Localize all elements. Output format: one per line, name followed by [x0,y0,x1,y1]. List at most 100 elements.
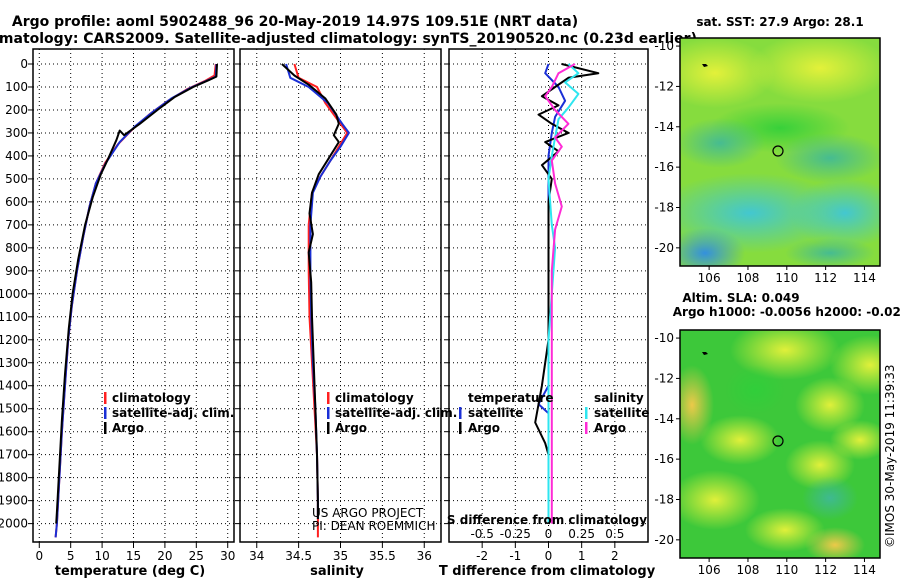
depth-tick-label: 100 [5,80,28,94]
series-line-argo [55,63,218,524]
latitude-tick-label: -12 [654,79,674,93]
depth-tick-label: 2000 [0,517,28,531]
salinity-grid [235,49,441,548]
x-tick-label: 10 [94,549,109,563]
depth-tick-label: 900 [5,264,28,278]
salinity-axis-label: salinity [310,564,364,579]
temperature-grid [28,49,234,548]
series-line-satellite-adj-clim- [54,63,218,538]
difference-series [534,63,600,524]
sst-latitude-tick-labels: -10 -12 -14 -16 -18 -20 [654,39,680,255]
x-tick-label: 20 [157,549,172,563]
difference-grid [444,49,648,548]
legend-swatch-s-satellite [585,407,588,419]
project-annotation-line-2: PI: DEAN ROEMMICH [312,519,435,533]
series-line-argo [281,63,340,519]
depth-tick-label: 1800 [0,471,28,485]
latitude-tick-label: -16 [654,452,674,466]
temperature-tick-labels: 0 5 10 15 20 25 30 [35,549,235,563]
depth-tick-label: 300 [5,126,28,140]
depth-tick-label: 1400 [0,379,28,393]
legend-label-s-satellite: satellite [594,406,649,420]
depth-tick-label: 200 [5,103,28,117]
legend-swatch-satellite [104,407,107,419]
legend-swatch-argo [104,422,107,434]
depth-tick-label: 1300 [0,356,28,370]
x-tick-label: 34.5 [285,549,312,563]
legend-swatch-satellite [327,407,330,419]
sla-heatmap [680,330,880,558]
imos-timestamp: ©IMOS 30-May-2019 11:39:33 [883,364,897,548]
depth-tick-label: 1900 [0,494,28,508]
sla-longitude-tick-labels: 106 108 110 112 114 [698,558,876,577]
sst-heatmap [680,38,880,266]
depth-tick-label: 400 [5,149,28,163]
depth-tick-label: 500 [5,172,28,186]
longitude-tick-label: 112 [814,563,837,577]
x-tick-label: -1 [509,549,521,563]
x-tick-label: 1 [578,549,586,563]
s-difference-tick-label: -0.5 [470,527,493,541]
project-annotation-line-1: US ARGO PROJECT [312,506,424,520]
depth-tick-label: 800 [5,241,28,255]
x-tick-label: 34 [249,549,264,563]
legend-label-satellite: satellite-adj. clim. [112,406,234,420]
series-line-climatology [293,63,349,538]
legend-label-argo: Argo [112,421,144,435]
temperature-frame [32,48,235,543]
t-difference-tick-labels: -2 -1 0 1 2 [476,549,618,563]
temperature-series [54,63,218,538]
latitude-tick-label: -18 [654,492,674,506]
x-tick-label: 30 [220,549,235,563]
sst-map-argo-marker [772,145,784,157]
x-tick-label: -2 [476,549,488,563]
x-tick-label: 0 [35,549,43,563]
x-tick-label: 36 [417,549,432,563]
sla-map-title-line-2: Argo h1000: -0.0056 h2000: -0.028 [673,305,900,319]
difference-panel: -2 -1 0 1 2 -0.5 -0.25 0 0.25 0.5 S difference f… [439,48,656,579]
s-difference-tick-label: 0 [545,527,553,541]
longitude-tick-label: 114 [853,563,876,577]
salinity-panel: 34 34.5 35 35.5 36 salinity climatology sate… [235,48,457,579]
legend-title-temperature: temperature [468,391,553,405]
t-difference-axis-label: T difference from climatology [439,564,656,579]
legend-label-satellite: satellite-adj. clim. [335,406,457,420]
legend-title-salinity: salinity [594,391,644,405]
sla-map-title-line-1: Altim. SLA: 0.049 [682,291,799,305]
latitude-tick-label: -16 [654,160,674,174]
header-line-2: Climatology: CARS2009. Satellite-adjuste… [0,31,697,47]
sst-longitude-tick-labels: 106 108 110 112 114 [698,266,876,285]
temperature-legend: climatology satellite-adj. clim. Argo [104,391,234,435]
latitude-tick-label: -14 [654,412,674,426]
depth-tick-label: 1000 [0,287,28,301]
sst-map-title: sat. SST: 27.9 Argo: 28.1 [696,15,863,29]
longitude-tick-label: 106 [698,271,721,285]
s-difference-tick-label: 0.5 [605,527,624,541]
x-tick-label: 35.5 [369,549,396,563]
depth-tick-label: 1700 [0,448,28,462]
latitude-tick-label: -10 [654,39,674,53]
s-difference-tick-labels: -0.5 -0.25 0 0.25 0.5 [470,527,624,541]
depth-tick-label: 1100 [0,310,28,324]
depth-tick-label: 700 [5,218,28,232]
sla-latitude-tick-labels: -10 -12 -14 -16 -18 -20 [654,331,680,547]
sla-map-panel: Altim. SLA: 0.049 Argo h1000: -0.0056 h2… [654,291,900,577]
legend-label-climatology: climatology [112,391,191,405]
depth-tick-label: 1500 [0,402,28,416]
temperature-panel: 0100200300400500600700800900100011001200… [0,48,235,579]
latitude-tick-label: -10 [654,331,674,345]
legend-label-t-satellite: satellite [468,406,523,420]
series-line-s-argo [544,63,576,524]
latitude-tick-label: -20 [654,241,674,255]
x-tick-label: 5 [67,549,75,563]
series-line-s-satellite [547,63,580,524]
legend-label-argo: Argo [335,421,367,435]
s-difference-axis-label: S difference from climatology [447,513,647,527]
longitude-tick-label: 112 [814,271,837,285]
x-tick-label: 15 [126,549,141,563]
difference-legend: temperature satellite Argo salinity sate… [459,391,649,435]
latitude-tick-label: -20 [654,533,674,547]
legend-label-climatology: climatology [335,391,414,405]
